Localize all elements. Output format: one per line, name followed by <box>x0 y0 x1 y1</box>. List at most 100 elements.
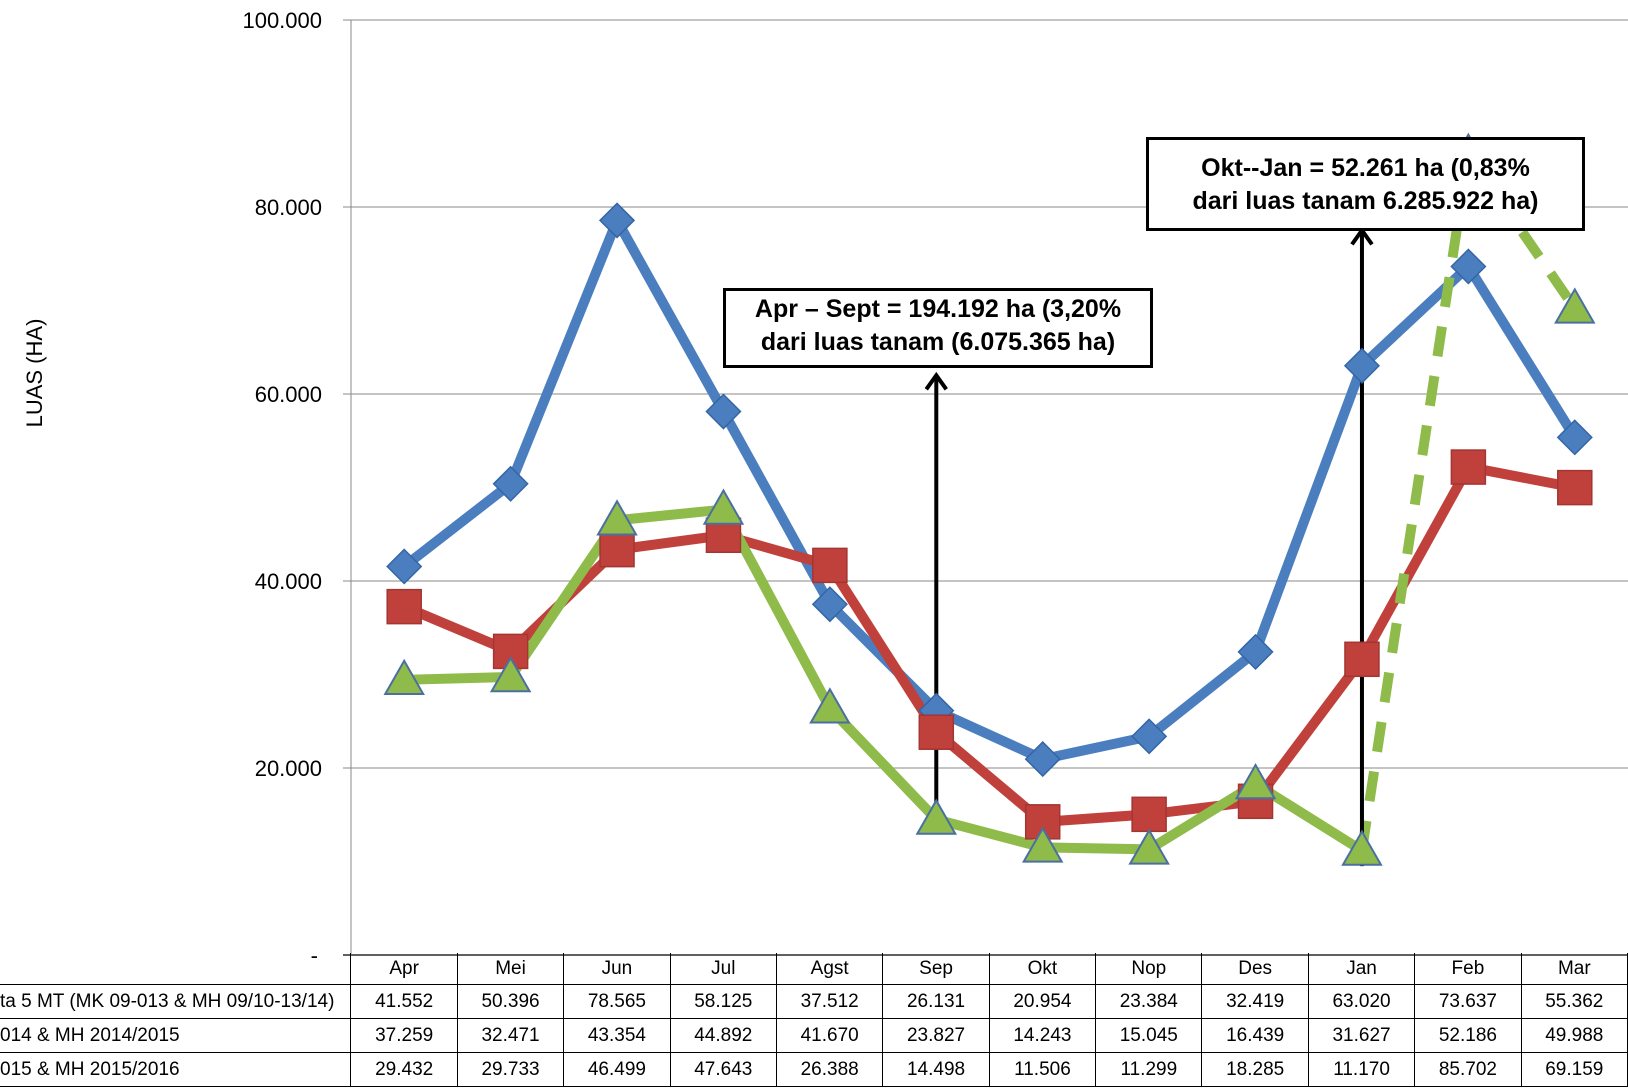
table-cell: 47.643 <box>669 1052 777 1087</box>
table-cell: 16.439 <box>1201 1018 1309 1053</box>
data-point-series-2 <box>812 547 848 584</box>
data-point-series-3 <box>1128 828 1170 865</box>
y-tick-label: 60.000 <box>255 382 322 407</box>
data-point-series-1 <box>1024 741 1061 778</box>
table-cell: 50.396 <box>456 984 565 1019</box>
data-point-series-1 <box>1556 419 1593 456</box>
table-row: ta 5 MT (MK 09-013 & MH 09/10-13/14) 41.5… <box>0 984 1628 1019</box>
x-tick-label: Jan <box>1307 953 1416 985</box>
data-point-series-1 <box>492 465 529 502</box>
series-label: ta 5 MT (MK 09-013 & MH 09/10-13/14) <box>0 984 352 1019</box>
data-point-series-2 <box>918 714 955 750</box>
table-cell: 11.299 <box>1095 1052 1203 1087</box>
table-cell: 11.170 <box>1307 1052 1416 1087</box>
x-tick-label: Okt <box>988 953 1097 985</box>
table-cell: 78.565 <box>563 984 671 1019</box>
data-point-series-3 <box>383 658 425 696</box>
data-point-series-1 <box>705 393 742 430</box>
table-cell: 14.498 <box>882 1052 990 1087</box>
table-row: 015 & MH 2015/2016 29.432 29.733 46.499 47.6… <box>0 1052 1628 1087</box>
x-tick-label: Mei <box>456 953 565 985</box>
data-point-series-2 <box>1557 469 1593 506</box>
series-line-3 <box>399 504 1367 856</box>
table-cell: 41.552 <box>350 984 458 1019</box>
table-cell: 46.499 <box>563 1052 671 1087</box>
table-cell: 37.512 <box>775 984 884 1019</box>
series-label: 015 & MH 2015/2016 <box>0 1052 352 1087</box>
data-point-series-2 <box>1131 796 1167 833</box>
annotation-arrowhead-1 <box>924 371 948 391</box>
table-cell: 73.637 <box>1414 984 1522 1019</box>
data-table: Apr Mei Jun Jul Agst Sep Okt Nop Des Jan Feb Mar ta … <box>0 953 1628 1087</box>
series-label-text: 015 & MH 2015/2016 <box>0 1058 180 1080</box>
data-point-series-2 <box>1344 641 1380 678</box>
data-point-series-3 <box>1554 287 1596 324</box>
annotation-okt-jan-line1: Okt--Jan = 52.261 ha (0,83% <box>1201 154 1530 182</box>
x-tick-label: Jun <box>563 953 671 985</box>
y-tick-label: 40.000 <box>255 569 322 594</box>
data-point-series-3 <box>1341 829 1383 866</box>
table-cell: 18.285 <box>1201 1052 1309 1087</box>
table-cell: 32.419 <box>1201 984 1309 1019</box>
data-point-series-1 <box>1131 718 1168 755</box>
table-cell: 85.702 <box>1414 1052 1522 1087</box>
table-cell: 32.471 <box>456 1018 565 1053</box>
x-tick-label: Apr <box>350 953 458 985</box>
annotation-apr-sept: Apr – Sept = 194.192 ha (3,20% dari luas… <box>723 288 1153 368</box>
table-cell: 26.131 <box>882 984 990 1019</box>
series-line-2 <box>399 462 1580 827</box>
table-cell: 29.432 <box>350 1052 458 1087</box>
x-tick-label: Jul <box>669 953 777 985</box>
data-point-series-1 <box>1450 248 1487 285</box>
table-cell: 49.988 <box>1520 1018 1628 1053</box>
annotation-apr-sept-line1: Apr – Sept = 194.192 ha (3,20% <box>754 295 1122 323</box>
series-label-text: 014 & MH 2014/2015 <box>0 1024 180 1046</box>
series-label-text: ta 5 MT (MK 09-013 & MH 09/10-13/14) <box>0 990 335 1012</box>
data-point-series-1 <box>1237 633 1274 670</box>
data-point-series-3 <box>596 499 638 536</box>
table-cell: 37.259 <box>350 1018 458 1053</box>
table-cell: 63.020 <box>1307 984 1416 1019</box>
table-cell: 14.243 <box>988 1018 1097 1053</box>
table-cell: 55.362 <box>1520 984 1628 1019</box>
x-tick-label: Des <box>1201 953 1309 985</box>
y-axis-label: LUAS (HA) <box>22 318 47 428</box>
table-cell: 29.733 <box>456 1052 565 1087</box>
annotation-okt-jan: Okt--Jan = 52.261 ha (0,83% dari luas ta… <box>1146 137 1585 231</box>
data-point-series-1 <box>598 202 636 239</box>
data-point-series-3 <box>915 798 958 835</box>
y-tick-label: 20.000 <box>255 756 322 781</box>
data-point-series-3 <box>702 488 745 525</box>
table-row: 014 & MH 2014/2015 37.259 32.471 43.354 44.8… <box>0 1018 1628 1053</box>
data-point-series-3 <box>489 655 532 693</box>
annotation-okt-jan-line2: dari luas tanam 6.285.922 ha) <box>1192 187 1539 215</box>
series-line-1 <box>399 215 1580 765</box>
x-tick-label: Mar <box>1520 953 1628 985</box>
table-cell: 23.384 <box>1095 984 1203 1019</box>
x-tick-label: Sep <box>882 953 990 985</box>
data-point-series-3 <box>1021 826 1064 863</box>
data-point-series-1 <box>1343 347 1381 384</box>
series-label: 014 & MH 2014/2015 <box>0 1018 352 1053</box>
table-cell: 20.954 <box>988 984 1097 1019</box>
y-tick-label: 100.000 <box>242 8 322 33</box>
table-cell: 43.354 <box>563 1018 671 1053</box>
data-point-series-3 <box>1234 763 1277 800</box>
table-cell: 15.045 <box>1095 1018 1203 1053</box>
table-cell: 26.388 <box>775 1052 884 1087</box>
x-tick-label: Nop <box>1095 953 1203 985</box>
annotation-apr-sept-line2: dari luas tanam (6.075.365 ha) <box>760 328 1116 356</box>
table-cell: 44.892 <box>669 1018 777 1053</box>
table-cell: 41.670 <box>775 1018 884 1053</box>
data-point-series-1 <box>386 548 423 585</box>
table-cell: 69.159 <box>1520 1052 1628 1087</box>
table-cell: 11.506 <box>988 1052 1097 1087</box>
table-cell: 52.186 <box>1414 1018 1522 1053</box>
data-point-series-2 <box>599 531 635 568</box>
data-point-series-2 <box>386 588 422 625</box>
table-cell: 31.627 <box>1307 1018 1416 1053</box>
table-corner <box>0 953 352 985</box>
table-cell: 23.827 <box>882 1018 990 1053</box>
y-tick-label: 80.000 <box>255 195 322 220</box>
